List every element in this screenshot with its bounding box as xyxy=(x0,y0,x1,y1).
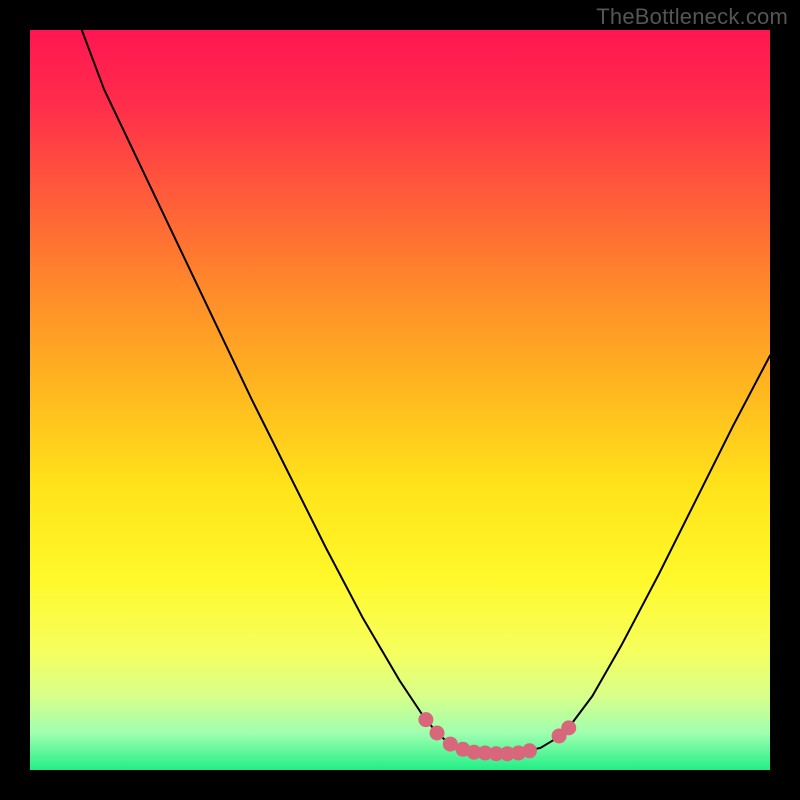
bottleneck-curve-chart xyxy=(0,0,800,800)
highlight-marker xyxy=(522,743,537,758)
plot-background xyxy=(30,30,770,770)
chart-frame: TheBottleneck.com xyxy=(0,0,800,800)
highlight-marker xyxy=(418,712,433,727)
highlight-marker xyxy=(430,726,445,741)
watermark-text: TheBottleneck.com xyxy=(596,4,788,30)
highlight-marker xyxy=(561,720,576,735)
